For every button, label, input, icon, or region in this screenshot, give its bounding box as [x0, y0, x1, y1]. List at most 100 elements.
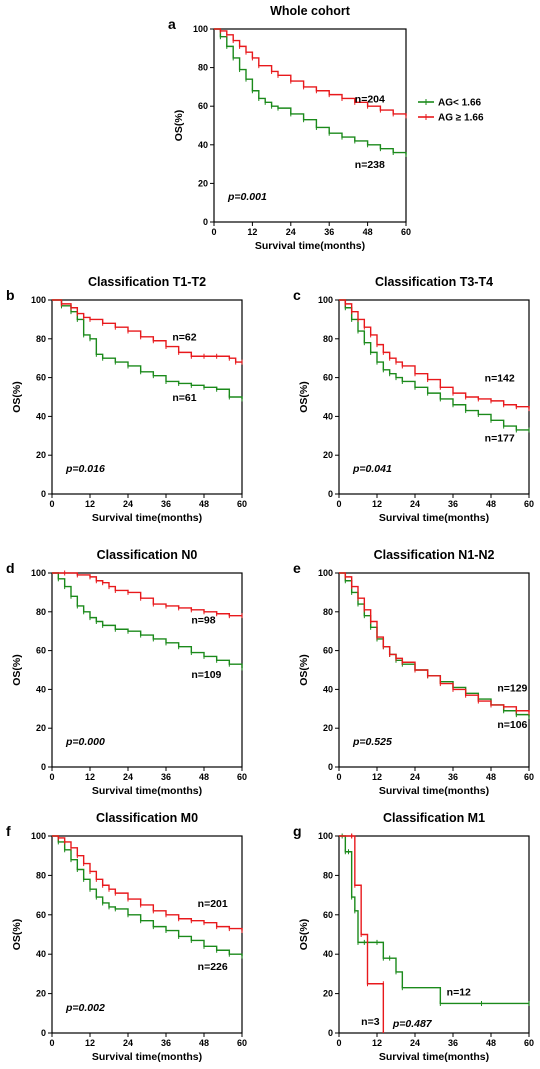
series-line-0 — [339, 835, 529, 1005]
panel-letter: e — [293, 560, 301, 576]
x-tick-label: 36 — [324, 227, 334, 237]
sample-size-label: n=61 — [172, 392, 196, 404]
x-axis-label: Survival time(months) — [379, 785, 489, 797]
x-tick-label: 60 — [237, 772, 247, 782]
x-axis-label: Survival time(months) — [92, 1051, 202, 1063]
sample-size-label: n=177 — [485, 433, 515, 445]
panel-g: 0 20 40 60 80 100 0 12 24 36 48 60 Classification M1… — [293, 811, 534, 1063]
panel-letter: c — [293, 287, 301, 303]
series-line-0 — [339, 572, 530, 717]
y-axis-label: OS(%) — [298, 919, 310, 951]
panel-title: Classification T3-T4 — [375, 275, 493, 289]
y-tick-label: 80 — [36, 870, 46, 880]
panel-title: Whole cohort — [270, 4, 351, 18]
x-tick-label: 0 — [211, 227, 216, 237]
sample-size-label: n=201 — [198, 898, 228, 910]
x-tick-label: 24 — [123, 1038, 133, 1048]
x-tick-label: 24 — [410, 772, 420, 782]
plot-frame — [338, 835, 530, 1034]
y-tick-label: 0 — [41, 762, 46, 772]
y-tick-label: 60 — [36, 646, 46, 656]
sample-size-label: n=98 — [191, 614, 215, 626]
y-axis-label: OS(%) — [298, 381, 310, 413]
x-tick-label: 12 — [85, 499, 95, 509]
x-tick-label: 60 — [237, 1038, 247, 1048]
x-tick-label: 36 — [448, 499, 458, 509]
series-line-1 — [52, 835, 243, 931]
series-line-1 — [52, 299, 242, 363]
panel-e: 0 20 40 60 80 100 0 12 24 36 48 60 Classification N1… — [293, 548, 534, 797]
y-tick-label: 0 — [203, 217, 208, 227]
x-tick-label: 60 — [524, 772, 534, 782]
panel-b: 0 20 40 60 80 100 0 12 24 36 48 60 Classification T1… — [6, 275, 247, 524]
panel-f: 0 20 40 60 80 100 0 12 24 36 48 60 Classification M0… — [6, 811, 247, 1063]
x-axis-label: Survival time(months) — [92, 512, 202, 524]
panel-letter: f — [6, 823, 11, 839]
panel-title: Classification M0 — [96, 811, 198, 825]
y-tick-label: 40 — [323, 411, 333, 421]
x-tick-label: 48 — [199, 1038, 209, 1048]
x-tick-label: 0 — [49, 499, 54, 509]
series-line-1 — [339, 835, 385, 1033]
x-tick-label: 12 — [372, 772, 382, 782]
y-tick-label: 80 — [323, 607, 333, 617]
p-value-label: p=0.525 — [352, 736, 392, 748]
x-tick-label: 12 — [372, 1038, 382, 1048]
x-tick-label: 48 — [199, 499, 209, 509]
x-axis-label: Survival time(months) — [92, 785, 202, 797]
x-tick-label: 24 — [286, 227, 296, 237]
sample-size-label: n=129 — [497, 682, 527, 694]
y-tick-label: 20 — [198, 178, 208, 188]
y-tick-label: 100 — [31, 831, 46, 841]
x-tick-label: 36 — [161, 499, 171, 509]
x-tick-label: 24 — [410, 1038, 420, 1048]
y-tick-label: 0 — [328, 1028, 333, 1038]
p-value-label: p=0.001 — [227, 191, 267, 203]
x-tick-label: 36 — [448, 772, 458, 782]
y-tick-label: 20 — [36, 450, 46, 460]
y-tick-label: 60 — [323, 910, 333, 920]
y-tick-label: 0 — [41, 1028, 46, 1038]
y-tick-label: 0 — [328, 489, 333, 499]
sample-size-label: n=226 — [198, 961, 228, 973]
x-tick-label: 12 — [247, 227, 257, 237]
y-tick-label: 80 — [36, 607, 46, 617]
panel-a: 0 20 40 60 80 100 0 12 24 36 48 60 Whole cohort a Surv… — [168, 4, 484, 252]
y-tick-label: 100 — [193, 24, 208, 34]
x-tick-label: 0 — [336, 1038, 341, 1048]
panel-letter: g — [293, 823, 302, 839]
x-tick-label: 48 — [486, 772, 496, 782]
y-axis-label: OS(%) — [11, 381, 23, 413]
panel-letter: a — [168, 16, 176, 32]
y-tick-label: 20 — [36, 989, 46, 999]
y-tick-label: 60 — [36, 373, 46, 383]
y-tick-label: 20 — [323, 989, 333, 999]
y-tick-label: 20 — [323, 723, 333, 733]
y-tick-label: 40 — [323, 684, 333, 694]
p-value-label: p=0.487 — [392, 1018, 433, 1030]
y-tick-label: 60 — [323, 646, 333, 656]
series-line-0 — [52, 299, 243, 399]
series-line-0 — [214, 28, 407, 155]
x-tick-label: 48 — [199, 772, 209, 782]
y-tick-label: 80 — [198, 63, 208, 73]
y-tick-label: 0 — [328, 762, 333, 772]
series-line-0 — [52, 835, 243, 957]
series-line-1 — [339, 299, 530, 409]
x-tick-label: 0 — [336, 499, 341, 509]
y-tick-label: 100 — [31, 568, 46, 578]
x-tick-label: 36 — [161, 1038, 171, 1048]
x-tick-label: 36 — [161, 772, 171, 782]
sample-size-label: n=142 — [485, 372, 515, 384]
x-tick-label: 24 — [410, 499, 420, 509]
panel-title: Classification N1-N2 — [374, 548, 495, 562]
panel-title: Classification M1 — [383, 811, 485, 825]
x-tick-label: 24 — [123, 499, 133, 509]
series-line-0 — [339, 299, 529, 431]
plot-frame — [338, 572, 530, 768]
panel-title: Classification N0 — [97, 548, 198, 562]
series-line-1 — [52, 572, 242, 617]
x-axis-label: Survival time(months) — [379, 512, 489, 524]
p-value-label: p=0.002 — [65, 1002, 105, 1014]
